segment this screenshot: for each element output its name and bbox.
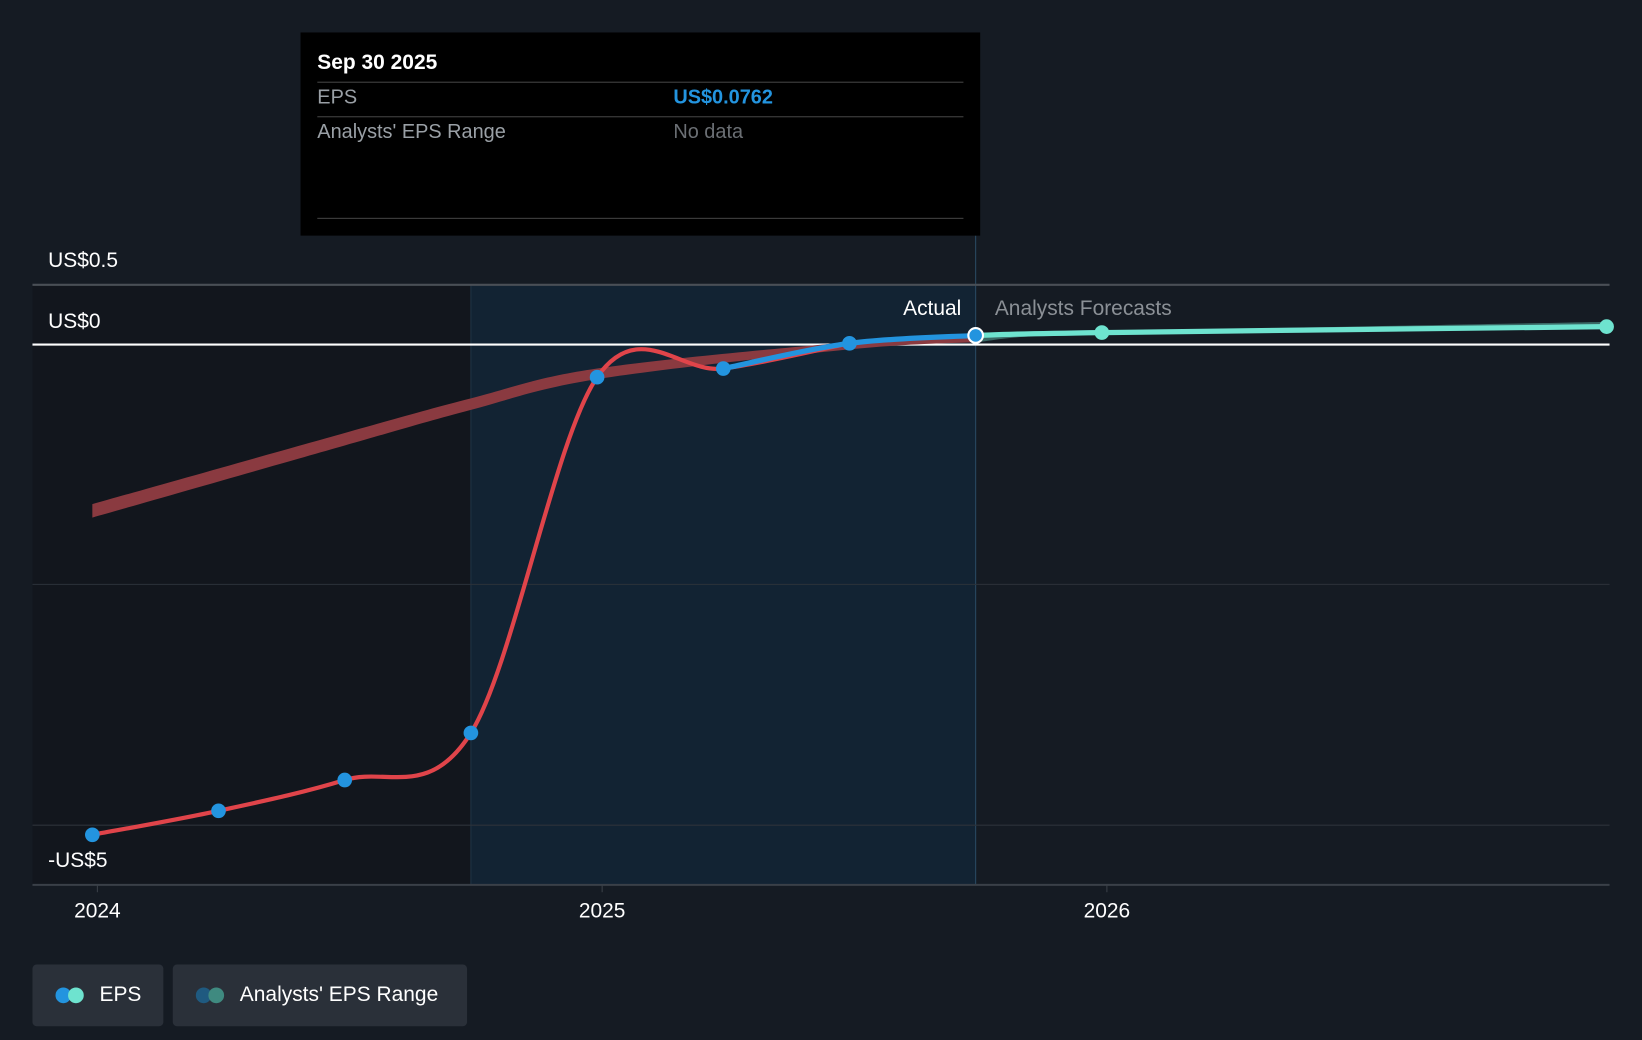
eps-point [463,725,479,741]
range-legend-icon [195,986,227,1004]
eps-point [211,803,226,819]
tooltip-divider [317,217,964,219]
x-tick-label: 2024 [74,899,121,922]
eps-point [842,336,857,351]
y-tick-label: US$0 [48,310,100,333]
tooltip-range-label: Analysts' EPS Range [317,121,506,144]
eps-point [85,827,100,843]
eps-actual-line [91,341,850,837]
tooltip-date: Sep 30 2025 [317,51,438,75]
legend-analysts-range[interactable]: Analysts' EPS Range [172,964,468,1027]
tooltip: Sep 30 2025 EPS US$0.0762 Analysts' EPS … [300,32,981,236]
tooltip-eps-value: US$0.0762 [673,86,773,109]
eps-point [337,772,353,788]
legend-eps-label: EPS [99,983,142,1007]
eps-point [715,361,731,376]
y-tick-label: US$0.5 [48,249,118,272]
x-tick-label: 2026 [1084,899,1131,922]
x-tick-label: 2025 [579,899,626,922]
tooltip-range-row: Analysts' EPS Range No data [317,116,964,151]
forecast-point [1599,319,1614,334]
forecast-point [1094,325,1110,340]
legend-eps[interactable]: EPS [32,964,164,1027]
forecast-label: Analysts Forecasts [995,297,1172,320]
legend-range-label: Analysts' EPS Range [239,983,439,1007]
eps-legend-icon [55,986,87,1004]
tooltip-range-value: No data [673,121,744,144]
tooltip-eps-row: EPS US$0.0762 [317,81,964,117]
eps-forecast-line [975,324,1607,339]
y-tick-label: -US$5 [48,849,107,872]
eps-point [589,369,605,385]
tooltip-eps-label: EPS [317,86,358,109]
actual-label: Actual [903,297,961,320]
eps-point-selected [967,327,985,344]
